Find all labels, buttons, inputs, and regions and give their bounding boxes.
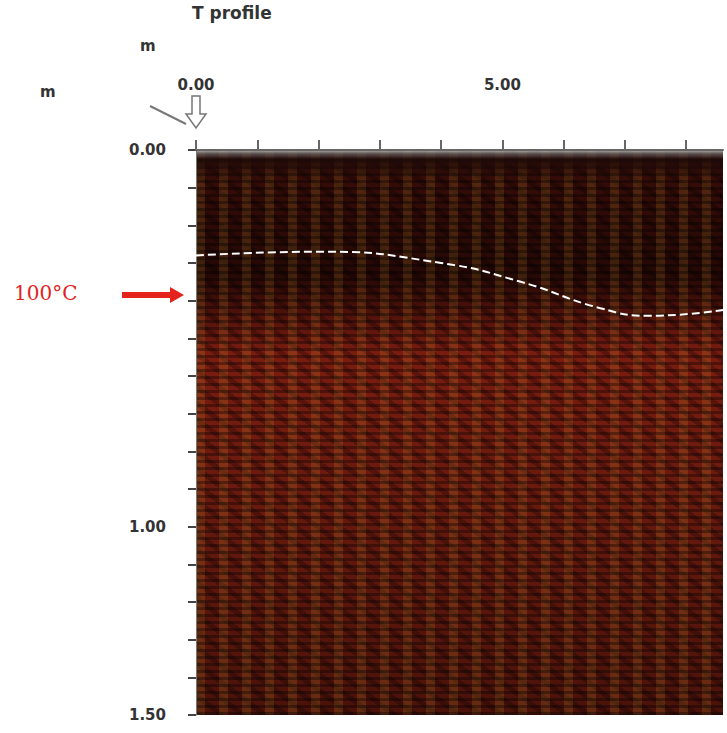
svg-text:m: m (40, 83, 56, 101)
svg-text:100°C: 100°C (14, 281, 77, 305)
svg-text:m: m (140, 37, 156, 55)
svg-text:0.00: 0.00 (129, 141, 166, 159)
svg-text:T profile: T profile (192, 3, 272, 23)
svg-text:5.00: 5.00 (484, 76, 521, 94)
svg-text:0.00: 0.00 (177, 76, 214, 94)
svg-text:1.00: 1.00 (129, 518, 166, 536)
svg-text:1.50: 1.50 (129, 706, 166, 724)
